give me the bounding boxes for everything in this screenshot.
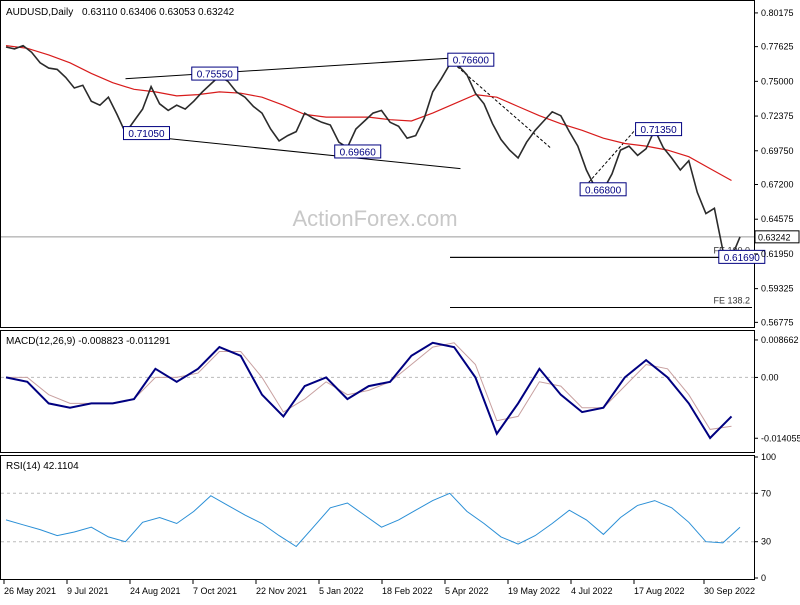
rsi-axis-label: 30	[761, 537, 771, 547]
rsi-line	[5, 492, 741, 548]
annotation-box	[191, 66, 239, 81]
rsi-axis-label: 70	[761, 488, 771, 498]
date-axis-label: 5 Jan 2022	[319, 586, 364, 596]
date-axis-label: 7 Oct 2021	[193, 586, 237, 596]
price-axis-label: 0.64575	[761, 214, 794, 224]
macd-line	[5, 341, 733, 440]
macd-axis-label: 0.008662	[761, 335, 799, 345]
annotation-box	[334, 144, 382, 159]
trendline	[581, 129, 636, 191]
price-axis-label: 0.80175	[761, 8, 794, 18]
price-axis-label: 0.59325	[761, 284, 794, 294]
annotation-box	[579, 182, 627, 197]
price-axis-label: 0.77625	[761, 42, 794, 52]
date-axis-label: 19 May 2022	[508, 586, 560, 596]
price-axis-label: 0.75000	[761, 76, 794, 86]
ohlc-label: 0.63110 0.63406 0.63053 0.63242	[82, 7, 235, 18]
annotation-label: 0.75550	[197, 70, 234, 81]
price-annotation: 0.69660	[334, 144, 382, 159]
annotation-label: 0.61690	[724, 253, 761, 264]
rsi-panel	[0, 455, 755, 580]
annotation-box	[635, 122, 683, 137]
date-axis-label: 30 Sep 2022	[704, 586, 755, 596]
watermark: ActionForex.com	[292, 206, 457, 231]
macd-axis-label: 0.00	[761, 372, 779, 382]
current-price-tag	[754, 230, 800, 244]
price-axis-label: 0.67200	[761, 179, 794, 189]
rsi-axis-label: 100	[761, 452, 776, 462]
rsi-axis-label: 0	[761, 573, 766, 583]
price-axis-label: 0.72375	[761, 111, 794, 121]
date-axis-label: 5 Apr 2022	[445, 586, 489, 596]
date-axis-label: 26 May 2021	[4, 586, 56, 596]
macd-panel	[0, 330, 755, 453]
macd-title: MACD(12,26,9) -0.008823 -0.011291	[6, 336, 171, 347]
annotation-box	[718, 249, 766, 264]
annotation-box	[447, 52, 495, 67]
date-axis-label: 17 Aug 2022	[634, 586, 685, 596]
fibo-level-label: FE 138.2	[713, 295, 750, 305]
macd-layer	[1, 341, 754, 440]
trendline	[125, 133, 461, 170]
macd-axis-label: -0.014055	[761, 433, 800, 443]
annotation-box	[122, 126, 170, 141]
date-axis-label: 9 Jul 2021	[67, 586, 109, 596]
rsi-title: RSI(14) 42.1104	[6, 461, 79, 472]
annotation-label: 0.71350	[641, 125, 678, 136]
price-panel	[0, 0, 755, 328]
price-annotation: 0.71050	[122, 126, 170, 141]
date-axis-label: 22 Nov 2021	[256, 586, 307, 596]
price-annotation: 0.61690	[718, 249, 766, 264]
current-price-label: 0.63242	[758, 232, 791, 242]
symbol-label: AUDUSD,Daily	[6, 7, 73, 18]
annotation-label: 0.69660	[340, 147, 377, 158]
price-axis-label: 0.69750	[761, 146, 794, 156]
annotation-label: 0.71050	[128, 129, 165, 140]
date-axis-label: 24 Aug 2021	[130, 586, 181, 596]
date-axis-label: 4 Jul 2022	[571, 586, 613, 596]
price-annotation: 0.71350	[635, 122, 683, 137]
axis-layer: 0.80175 0.77625 0.75000 0.72375 0.69750 0.672…	[3, 8, 800, 596]
price-axis-label: 0.56775	[761, 317, 794, 327]
price-annotation: 0.66800	[579, 182, 627, 197]
price-annotation: 0.75550	[191, 66, 239, 81]
price-axis-label: 0.61950	[761, 249, 794, 259]
rsi-layer	[1, 492, 754, 548]
price-layer: FE 100.0FE 138.20.710500.755500.696600.7…	[1, 44, 766, 308]
price-annotation: 0.76600	[447, 52, 495, 67]
annotation-label: 0.76600	[453, 56, 490, 67]
chart-header: AUDUSD,Daily 0.63110 0.63406 0.63053 0.6…	[6, 7, 235, 18]
annotation-label: 0.66800	[585, 185, 622, 196]
trendline	[125, 57, 461, 80]
date-axis-label: 18 Feb 2022	[382, 586, 433, 596]
